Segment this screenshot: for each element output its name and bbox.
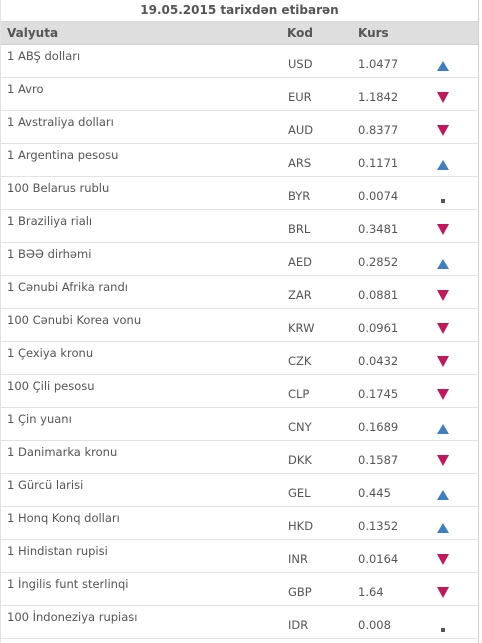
currency-code: ARS <box>288 156 312 170</box>
currency-name: 1 Honq Konq dolları <box>7 511 120 525</box>
currency-rate: 1.0477 <box>358 57 399 71</box>
table-row: 100 Belarus rublu BYR 0.0074 <box>1 177 478 210</box>
table-row: 1 Cənubi Afrika randı ZAR 0.0881 <box>1 276 478 309</box>
table-row: 1 Çexiya kronu CZK 0.0432 <box>1 342 478 375</box>
trend-down-icon <box>437 552 450 565</box>
currency-rate: 0.0961 <box>358 321 399 335</box>
currency-rate: 0.1745 <box>358 387 399 401</box>
table-row: 1 Braziliya rialı BRL 0.3481 <box>1 210 478 243</box>
currency-code: CNY <box>288 420 312 434</box>
currency-rate: 0.0074 <box>358 189 399 203</box>
currency-name: 1 İngilis funt sterlinqi <box>7 577 129 591</box>
currency-rate: 0.1171 <box>358 156 399 170</box>
table-row: 1 ABŞ dolları USD 1.0477 <box>1 45 478 78</box>
date-title: 19.05.2015 tarixdən etibarən <box>1 0 478 22</box>
currency-code: USD <box>288 57 313 71</box>
currency-name: 100 Belarus rublu <box>7 181 110 195</box>
table-row: 1 Çin yuanı CNY 0.1689 <box>1 408 478 441</box>
currency-code: CZK <box>288 354 312 368</box>
trend-up-icon <box>437 486 450 500</box>
currency-rate: 0.8377 <box>358 123 399 137</box>
trend-down-icon <box>437 453 450 466</box>
table-row: 1 Honq Konq dolları HKD 0.1352 <box>1 507 478 540</box>
currency-name: 100 Cənubi Korea vonu <box>7 313 142 327</box>
column-header-rate: Kurs <box>358 26 389 40</box>
currency-rate: 0.3481 <box>358 222 399 236</box>
currency-name: 1 Argentina pesosu <box>7 148 119 162</box>
trend-up-icon <box>437 156 450 170</box>
currency-code: GBP <box>288 585 312 599</box>
trend-down-icon <box>437 321 450 334</box>
currency-code: EUR <box>288 90 312 104</box>
table-row: 1 Avro EUR 1.1842 <box>1 78 478 111</box>
currency-code: IDR <box>288 618 309 632</box>
trend-up-icon <box>437 519 450 533</box>
currency-name: 1 Gürcü larisi <box>7 478 84 492</box>
currency-name: 1 Çin yuanı <box>7 412 72 426</box>
currency-code: GEL <box>288 486 311 500</box>
trend-up-icon <box>437 255 450 269</box>
trend-unchanged-icon <box>437 189 450 203</box>
table-row: 1 BƏƏ dirhəmi AED 0.2852 <box>1 243 478 276</box>
table-row: 100 Çili pesosu CLP 0.1745 <box>1 375 478 408</box>
column-header-code: Kod <box>287 26 313 40</box>
currency-name: 1 Danimarka kronu <box>7 445 118 459</box>
currency-name: 1 Hindistan rupisi <box>7 544 108 558</box>
currency-code: DKK <box>288 453 312 467</box>
currency-rate: 0.0164 <box>358 552 399 566</box>
table-row: 100 İndoneziya rupiası IDR 0.008 <box>1 606 478 639</box>
rate-rows: 1 ABŞ dolları USD 1.0477 1 Avro EUR 1.1842 1 A… <box>1 45 478 639</box>
currency-name: 100 Çili pesosu <box>7 379 95 393</box>
currency-rate: 0.445 <box>358 486 391 500</box>
trend-down-icon <box>437 123 450 136</box>
currency-name: 1 Avstraliya dolları <box>7 115 114 129</box>
currency-rate: 0.2852 <box>358 255 399 269</box>
currency-name: 1 Avro <box>7 82 44 96</box>
currency-code: CLP <box>288 387 310 401</box>
currency-name: 1 Braziliya rialı <box>7 214 93 228</box>
table-row: 100 Cənubi Korea vonu KRW 0.0961 <box>1 309 478 342</box>
currency-rate: 1.64 <box>358 585 384 599</box>
trend-unchanged-icon <box>437 618 450 632</box>
currency-name: 1 Cənubi Afrika randı <box>7 280 128 294</box>
currency-code: BRL <box>288 222 311 236</box>
trend-down-icon <box>437 354 450 367</box>
currency-code: AUD <box>288 123 314 137</box>
currency-rate: 0.1689 <box>358 420 399 434</box>
currency-name: 1 BƏƏ dirhəmi <box>7 247 92 261</box>
currency-rate: 0.1587 <box>358 453 399 467</box>
currency-code: BYR <box>288 189 311 203</box>
currency-rate: 1.1842 <box>358 90 399 104</box>
trend-up-icon <box>437 57 450 71</box>
currency-name: 1 Çexiya kronu <box>7 346 94 360</box>
trend-down-icon <box>437 585 450 598</box>
table-row: 1 Danimarka kronu DKK 0.1587 <box>1 441 478 474</box>
table-row: 1 Argentina pesosu ARS 0.1171 <box>1 144 478 177</box>
trend-down-icon <box>437 222 450 235</box>
column-header-currency: Valyuta <box>7 26 59 40</box>
column-header-row: Valyuta Kod Kurs <box>1 22 478 45</box>
currency-code: AED <box>288 255 312 269</box>
trend-down-icon <box>437 90 450 103</box>
currency-code: KRW <box>288 321 315 335</box>
trend-down-icon <box>437 288 450 301</box>
currency-code: HKD <box>288 519 314 533</box>
currency-rate: 0.1352 <box>358 519 399 533</box>
table-row: 1 İngilis funt sterlinqi GBP 1.64 <box>1 573 478 606</box>
currency-code: ZAR <box>288 288 312 302</box>
table-row: 1 Avstraliya dolları AUD 0.8377 <box>1 111 478 144</box>
trend-up-icon <box>437 420 450 434</box>
currency-rate: 0.008 <box>358 618 391 632</box>
trend-down-icon <box>437 387 450 400</box>
currency-rate: 0.0432 <box>358 354 399 368</box>
table-row: 1 Hindistan rupisi INR 0.0164 <box>1 540 478 573</box>
currency-rate: 0.0881 <box>358 288 399 302</box>
currency-name: 1 ABŞ dolları <box>7 49 81 63</box>
currency-code: INR <box>288 552 308 566</box>
currency-name: 100 İndoneziya rupiası <box>7 610 138 624</box>
table-row: 1 Gürcü larisi GEL 0.445 <box>1 474 478 507</box>
